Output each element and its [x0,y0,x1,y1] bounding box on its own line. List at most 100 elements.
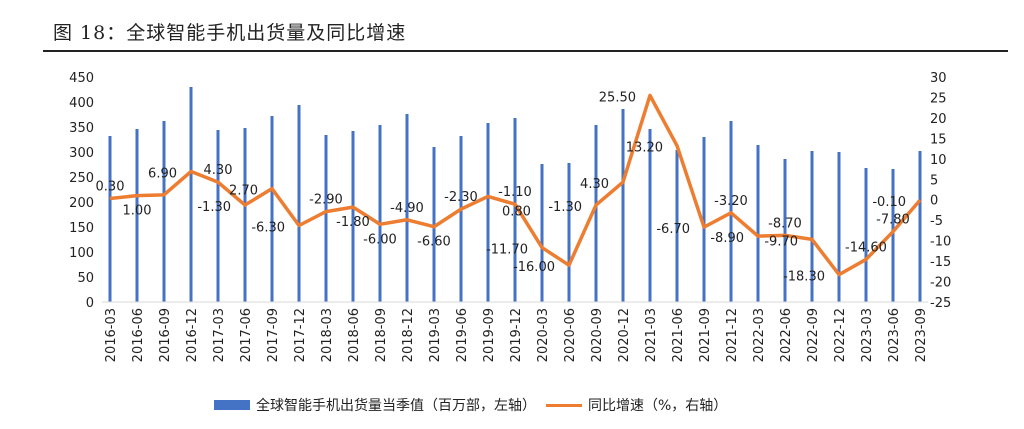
bar [783,159,787,302]
line-point [271,188,273,190]
line-point [838,274,840,276]
left-axis-tick: 300 [69,146,94,161]
x-axis-tick: 2021-12 [725,308,740,362]
line-point [541,247,543,249]
data-label: 2.70 [229,184,258,199]
line-point [919,199,921,201]
line-point [487,195,489,197]
bar [216,130,220,302]
x-axis-tick: 2017-06 [239,308,254,362]
x-axis-tick: 2018-12 [401,308,416,362]
line-point [217,181,219,183]
data-label: 4.30 [580,177,609,192]
data-label: -9.70 [764,234,798,249]
right-axis-tick: -5 [930,214,943,229]
data-label: 6.90 [148,167,177,182]
bar [270,116,274,302]
data-label: -1.30 [197,200,231,215]
data-label: -2.30 [444,190,478,205]
x-axis-tick: 2016-06 [131,308,146,362]
line-point [352,206,354,208]
x-axis-tick: 2017-12 [293,308,308,362]
line-point [811,238,813,240]
data-label: 4.30 [204,163,233,178]
line-point [757,235,759,237]
data-label: -14.60 [845,240,887,255]
x-axis-tick: 2020-12 [617,308,632,362]
x-axis-tick: 2018-06 [347,308,362,362]
data-label: -6.60 [417,235,451,250]
line-point [136,195,138,197]
x-axis-tick: 2017-09 [266,308,281,362]
line-point [784,234,786,236]
left-axis-tick: 350 [69,121,94,136]
bar [756,145,760,302]
data-label: -1.80 [336,215,370,230]
data-label: -1.10 [498,185,532,200]
legend-line-label: 同比增速（%，右轴） [588,398,728,414]
data-label: -3.20 [714,194,748,209]
x-axis-tick: 2021-03 [644,308,659,362]
bar [189,87,193,302]
bar [513,118,517,302]
data-label: 13.20 [626,141,663,156]
bar [918,151,922,302]
x-axis-tick: 2023-09 [914,308,929,362]
data-label: -6.30 [251,221,285,236]
x-axis-tick: 2021-06 [671,308,686,362]
x-axis-tick: 2020-06 [563,308,578,362]
legend-line-swatch [546,403,582,407]
line-point [676,145,678,147]
right-axis-tick: 10 [930,153,947,168]
x-axis-tick: 2020-03 [536,308,551,362]
right-axis-tick: 20 [930,112,947,127]
data-label: 25.50 [599,90,636,105]
x-axis-tick: 2016-09 [158,308,173,362]
data-label: 0.80 [502,204,531,219]
right-axis-tick: 5 [930,173,938,188]
line-point [595,204,597,206]
data-label: -11.70 [486,243,528,258]
x-axis-tick: 2019-09 [482,308,497,362]
bar [243,128,247,302]
data-label: -7.80 [876,213,910,228]
data-label: -16.00 [513,260,555,275]
line-point [244,204,246,206]
x-axis-tick: 2018-03 [320,308,335,362]
x-axis-tick: 2022-06 [779,308,794,362]
x-axis-tick: 2023-06 [887,308,902,362]
bar [675,150,679,302]
bar [297,105,301,302]
line-point [460,208,462,210]
data-label: -2.90 [309,193,343,208]
title-rule [43,50,1008,52]
left-axis-tick: 50 [77,271,94,286]
data-label: -0.10 [872,195,906,210]
line-point [190,171,192,172]
x-axis-tick: 2022-09 [806,308,821,362]
bar [162,121,166,302]
bar [837,152,841,302]
line-point [433,226,435,228]
x-axis-tick: 2019-03 [428,308,443,362]
x-axis-tick: 2022-12 [833,308,848,362]
bar [864,168,868,302]
x-axis-tick: 2023-03 [860,308,875,362]
bar [594,125,598,302]
x-axis-tick: 2016-12 [185,308,200,362]
x-axis-tick: 2021-09 [698,308,713,362]
bar [621,109,625,302]
line-point [514,203,516,205]
right-axis-tick: 25 [930,91,947,106]
right-axis-tick: -25 [930,296,951,311]
data-label: -8.70 [768,216,802,231]
x-axis-tick: 2022-03 [752,308,767,362]
bar [891,169,895,302]
bar [432,147,436,302]
line-point [730,212,732,214]
bar [324,135,328,302]
bar [486,123,490,302]
bar [567,163,571,302]
data-label: 0.30 [96,180,125,195]
